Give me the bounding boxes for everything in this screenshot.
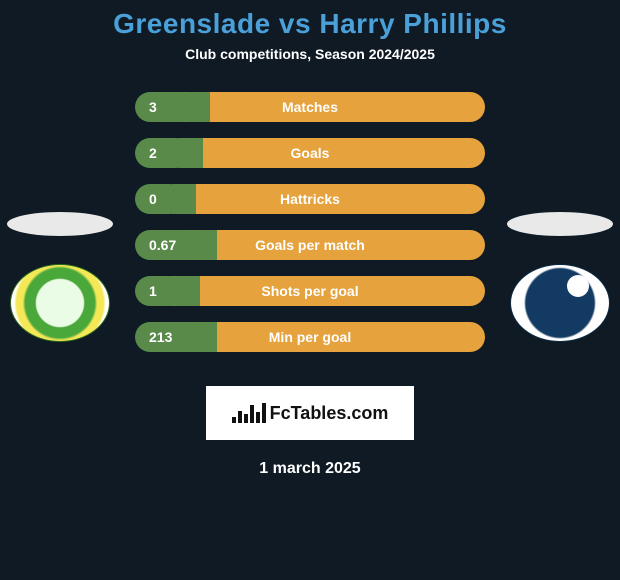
logo-bar-icon bbox=[256, 412, 260, 423]
date-label: 1 march 2025 bbox=[0, 460, 620, 478]
left-player-panel bbox=[0, 212, 120, 342]
fctables-text: FcTables.com bbox=[270, 403, 389, 424]
right-club-crest-icon bbox=[510, 264, 610, 342]
logo-bar-icon bbox=[232, 417, 236, 423]
stat-label: Goals per match bbox=[135, 230, 485, 260]
stat-row: 0.67Goals per match bbox=[135, 230, 485, 260]
stat-row: 1Shots per goal bbox=[135, 276, 485, 306]
left-player-placeholder bbox=[7, 212, 113, 236]
stat-row: 3Matches bbox=[135, 92, 485, 122]
fctables-logo: FcTables.com bbox=[206, 386, 414, 440]
page-title: Greenslade vs Harry Phillips bbox=[0, 0, 620, 40]
page-subtitle: Club competitions, Season 2024/2025 bbox=[0, 46, 620, 62]
stat-label: Goals bbox=[135, 138, 485, 168]
logo-bar-icon bbox=[262, 403, 266, 423]
logo-bar-icon bbox=[250, 405, 254, 423]
stat-label: Hattricks bbox=[135, 184, 485, 214]
left-club-crest-icon bbox=[10, 264, 110, 342]
stat-row: 2Goals bbox=[135, 138, 485, 168]
stat-label: Matches bbox=[135, 92, 485, 122]
stat-label: Min per goal bbox=[135, 322, 485, 352]
stat-row: 0Hattricks bbox=[135, 184, 485, 214]
right-player-placeholder bbox=[507, 212, 613, 236]
stat-bars: 3Matches 2Goals 0Hattricks 0.67Goals per ma… bbox=[135, 92, 485, 368]
logo-bar-icon bbox=[244, 414, 248, 423]
fctables-bars-icon bbox=[232, 403, 266, 423]
stat-label: Shots per goal bbox=[135, 276, 485, 306]
right-player-panel bbox=[500, 212, 620, 342]
comparison-chart: 3Matches 2Goals 0Hattricks 0.67Goals per ma… bbox=[0, 92, 620, 372]
logo-bar-icon bbox=[238, 411, 242, 423]
stat-row: 213Min per goal bbox=[135, 322, 485, 352]
